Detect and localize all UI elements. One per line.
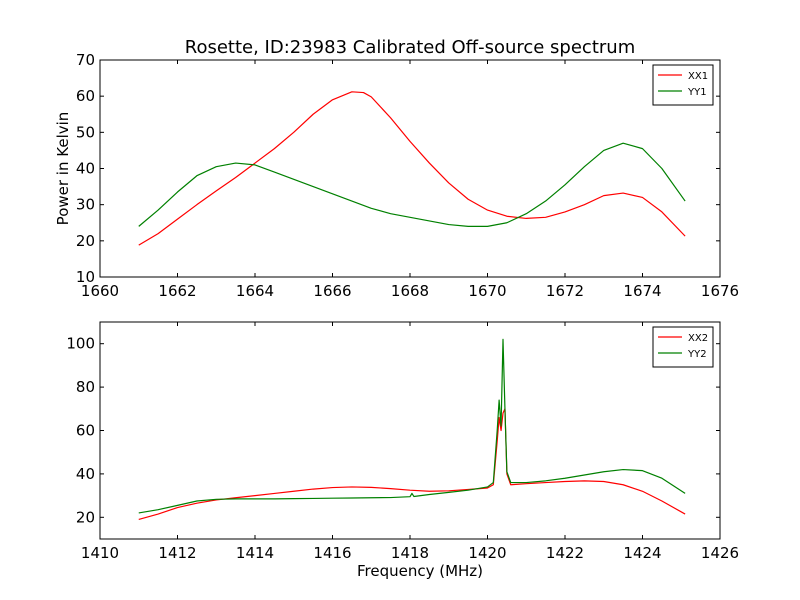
x-tick-label: 1676 [701, 282, 739, 300]
x-tick-label: 1672 [546, 282, 584, 300]
x-tick-label: 1674 [623, 282, 661, 300]
y-tick-label: 70 [76, 51, 95, 69]
series-line-yy2 [138, 338, 686, 514]
y-tick-label: 10 [76, 268, 95, 286]
legend-label-xx1: XX1 [688, 71, 708, 82]
x-tick-label: 1424 [623, 544, 661, 562]
y-tick-label: 40 [76, 160, 95, 178]
y-tick-label: 60 [76, 422, 95, 440]
x-tick-label: 1412 [158, 544, 196, 562]
x-tick-label: 1666 [313, 282, 351, 300]
top-panel: 1660 1662 1664 1666 1668 1670 1672 1674 1676 10 20… [54, 51, 739, 300]
x-tick-label: 1670 [468, 282, 506, 300]
x-axis-label: Frequency (MHz) [357, 562, 483, 580]
y-tick-label: 100 [66, 335, 95, 353]
x-tick-label: 1418 [391, 544, 429, 562]
x-tick-label: 1662 [158, 282, 196, 300]
legend-frame [652, 326, 714, 368]
y-tick-label: 40 [76, 465, 95, 483]
y-tick-label: 20 [76, 508, 95, 526]
y-tick-label: 60 [76, 87, 95, 105]
figure-title: Rosette, ID:23983 Calibrated Off-source … [185, 37, 635, 58]
x-tick-label: 1410 [81, 544, 119, 562]
legend-label-yy1: YY1 [687, 87, 707, 98]
x-tick-label: 1414 [236, 544, 274, 562]
series-line-yy1 [138, 142, 686, 227]
x-tick-label: 1426 [701, 544, 739, 562]
x-tick-label: 1668 [391, 282, 429, 300]
series-group [138, 91, 686, 246]
bottom-panel: 1410 1412 1414 1416 1418 1420 1422 1424 1426 20 40… [66, 321, 739, 580]
y-tick-label: 20 [76, 232, 95, 250]
x-tick-label: 1416 [313, 544, 351, 562]
x-tick-label: 1422 [546, 544, 584, 562]
y-tick-label: 80 [76, 378, 95, 396]
series-line-xx1 [138, 91, 686, 246]
series-group [138, 338, 686, 521]
x-tick-label: 1420 [468, 544, 506, 562]
x-tick-label: 1664 [236, 282, 274, 300]
x-tick-label: 1660 [81, 282, 119, 300]
plot-frame [99, 59, 721, 278]
y-tick-label: 30 [76, 196, 95, 214]
legend-frame [652, 64, 714, 106]
legend-label-yy2: YY2 [687, 349, 707, 360]
plot-frame [99, 321, 721, 540]
y-axis-label: Power in Kelvin [54, 112, 72, 226]
legend-label-xx2: XX2 [688, 333, 708, 344]
y-tick-label: 50 [76, 123, 95, 141]
